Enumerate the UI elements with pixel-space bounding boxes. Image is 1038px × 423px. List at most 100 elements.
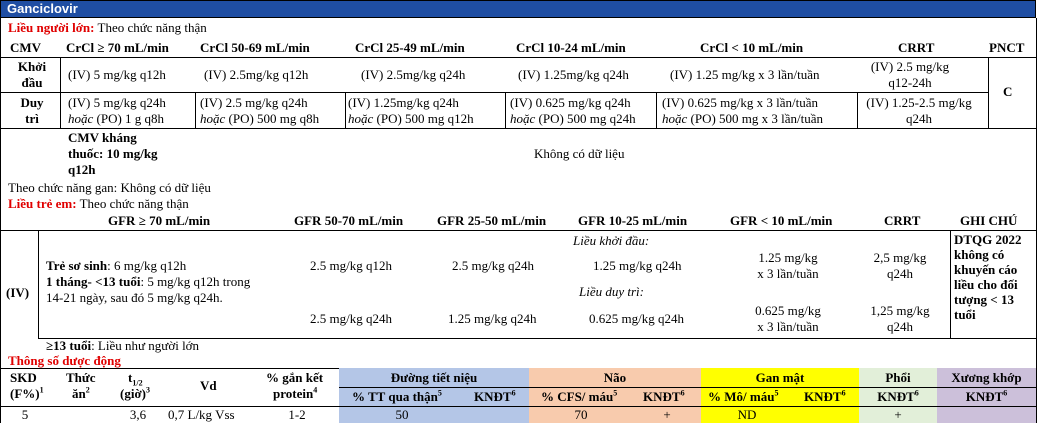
adult-induction-crcl10: (IV) 1.25mg/kg q24h	[518, 67, 629, 82]
value-cfs: 70	[574, 407, 588, 422]
peds-note-4: liều cho đối	[954, 277, 1018, 292]
peds-child-2: 14-21 ngày, sau đó 5 mg/kg q24h.	[46, 290, 223, 305]
adult-maintenance-crcl50-iv: (IV) 2.5 mg/kg q24h	[200, 95, 308, 110]
peds-route: (IV)	[6, 285, 30, 300]
adult-header-cmv: CMV	[10, 40, 42, 55]
footnote: 6	[680, 388, 685, 398]
divider	[950, 230, 951, 338]
footnote: 6	[914, 388, 919, 398]
peds-child: 1 tháng- <13 tuổi: 5 mg/kg q12h trong	[46, 274, 250, 289]
peds-heading-text: Theo chức năng thận	[76, 196, 189, 211]
footnote: 5	[774, 388, 779, 398]
peds-maintenance-gfr-lt10-2: x 3 lần/tuần	[757, 319, 819, 334]
brain-header: Não	[603, 370, 627, 385]
adult-induction-crcl50: (IV) 2.5mg/kg q12h	[204, 67, 309, 82]
po-dose: (PO) 500 mg x 3 lần/tuần	[687, 111, 824, 126]
value-tt-kidney: 50	[395, 407, 409, 422]
adult-induction-crrt-2: q12-24h	[888, 75, 932, 90]
adult-maintenance-crrt-2: q24h	[906, 111, 932, 126]
divider	[988, 57, 989, 128]
adult-maintenance-crrt-1: (IV) 1.25-2.5 mg/kg	[866, 95, 972, 110]
peds-induction-label: Liều khởi đầu:	[573, 233, 650, 248]
adult-heading-label: Liều người lớn:	[8, 20, 95, 35]
adult-induction-label-2: đầu	[21, 75, 43, 90]
adult-maintenance-crcl70-iv: (IV) 5 mg/kg q24h	[68, 95, 166, 110]
sub-kndt-bone: KNĐT6	[937, 389, 1036, 404]
pk-col-protein-2: protein4	[273, 386, 317, 401]
urinary-value-panel	[339, 407, 529, 423]
hepatic-note: Theo chức năng gan: Không có dữ liệu	[8, 180, 211, 195]
kndt-label: KNĐT	[965, 389, 1004, 404]
footnote: 5	[613, 388, 618, 398]
adult-induction-label-1: Khởi	[17, 59, 47, 74]
sub-cfs: % CFS/ máu5	[541, 389, 617, 404]
peds-induction-gfr25: 2.5 mg/kg q24h	[452, 258, 534, 273]
footnote: 5	[437, 388, 442, 398]
peds-header-note: GHI CHÚ	[960, 213, 1018, 228]
bone-value-panel	[937, 407, 1036, 423]
resistant-line-1: CMV kháng	[68, 130, 137, 145]
adult-header-crcl10: CrCl 10-24 mL/min	[516, 40, 626, 55]
value-protein: 1-2	[288, 407, 306, 422]
adult-header-crcl70: CrCl ≥ 70 mL/min	[66, 40, 169, 55]
pk-col-food-1: Thức	[66, 370, 96, 385]
peds-induction-gfr-lt10-1: 1.25 mg/kg	[758, 250, 818, 265]
adult-maintenance-crcl-lt10-po: hoặc (PO) 500 mg x 3 lần/tuần	[662, 111, 823, 126]
po-dose: (PO) 1 g q8h	[93, 111, 165, 126]
peds-maintenance-gfr25: 1.25 mg/kg q24h	[448, 311, 537, 326]
footnote: 1	[39, 385, 44, 395]
lung-value-panel	[859, 407, 937, 423]
adult-induction-crcl-lt10: (IV) 1.25 mg/kg x 3 lần/tuần	[670, 67, 820, 82]
child-label: 1 tháng- <13 tuổi	[46, 274, 141, 289]
peds-maintenance-crrt-2: q24h	[887, 319, 913, 334]
footnote: 3	[145, 385, 150, 395]
drug-title: Ganciclovir	[0, 0, 1036, 18]
footnote: 6	[1003, 388, 1008, 398]
kndt-label: KNĐT	[643, 389, 681, 404]
adult-maintenance-label-1: Duy	[20, 95, 44, 110]
peds-heading: Liều trẻ em: Theo chức năng thận	[8, 196, 189, 211]
peds-induction-crrt-2: q24h	[887, 266, 913, 281]
resistant-line-2: thuốc: 10 mg/kg	[68, 146, 158, 161]
peds-heading-label: Liều trẻ em:	[8, 196, 77, 211]
peds-header-gfr-lt10: GFR < 10 mL/min	[730, 213, 833, 228]
divider	[60, 57, 61, 128]
peds-note-6: tuổi	[954, 307, 976, 322]
divider	[345, 92, 346, 128]
or-label: hoặc	[348, 111, 374, 126]
peds-maintenance-gfr10: 0.625 mg/kg q24h	[589, 311, 684, 326]
adult-maintenance-crcl25-iv: (IV) 1.25mg/kg q24h	[348, 95, 459, 110]
urinary-header: Đường tiết niệu	[390, 370, 478, 385]
peds-header-gfr25: GFR 25-50 mL/min	[437, 213, 547, 228]
peds-induction-gfr10: 1.25 mg/kg q24h	[593, 258, 682, 273]
peds-note-3: khuyến cáo	[954, 262, 1018, 277]
pk-col-protein-1: % gắn kết	[266, 370, 324, 385]
adult-induction-crcl25: (IV) 2.5mg/kg q24h	[361, 67, 466, 82]
or-label: hoặc	[662, 111, 688, 126]
divider	[0, 128, 1036, 129]
peds-header-gfr70: GFR ≥ 70 mL/min	[108, 213, 211, 228]
sub-kndt-brain: KNĐT6	[643, 389, 685, 404]
peds-note-1: DTQG 2022	[954, 232, 1022, 247]
value-t12: 3,6	[129, 407, 147, 422]
adult-induction-crrt-1: (IV) 2.5 mg/kg	[870, 59, 950, 74]
t-unit: (giờ)	[120, 386, 146, 401]
neonate-label: Trẻ sơ sinh	[46, 258, 108, 273]
neonate-dose: : 6 mg/kg q12h	[107, 258, 187, 273]
divider	[656, 92, 657, 128]
adult-maintenance-crcl-lt10-iv: (IV) 0.625 mg/kg x 3 lần/tuần	[662, 95, 818, 110]
adult-maintenance-crcl10-po: hoặc (PO) 500 mg q24h	[510, 111, 636, 126]
adult-maintenance-crcl25-po: hoặc (PO) 500 mg q12h	[348, 111, 474, 126]
peds-over13: ≥13 tuổi: Liều như người lớn	[46, 338, 199, 353]
divider	[505, 92, 506, 128]
peds-header-crrt: CRRT	[884, 213, 921, 228]
pk-col-t12-1: t1/2	[128, 370, 143, 391]
pk-col-vd: Vd	[200, 378, 217, 393]
pnct-value: C	[1003, 84, 1013, 99]
value-vd: 0,7 L/kg Vss	[168, 407, 235, 422]
footnote: 2	[85, 385, 90, 395]
tt-kidney-label: % TT qua thận	[352, 389, 438, 404]
peds-note-2: không có	[954, 247, 1005, 262]
pk-col-skd-2: (F%)1	[10, 386, 44, 401]
